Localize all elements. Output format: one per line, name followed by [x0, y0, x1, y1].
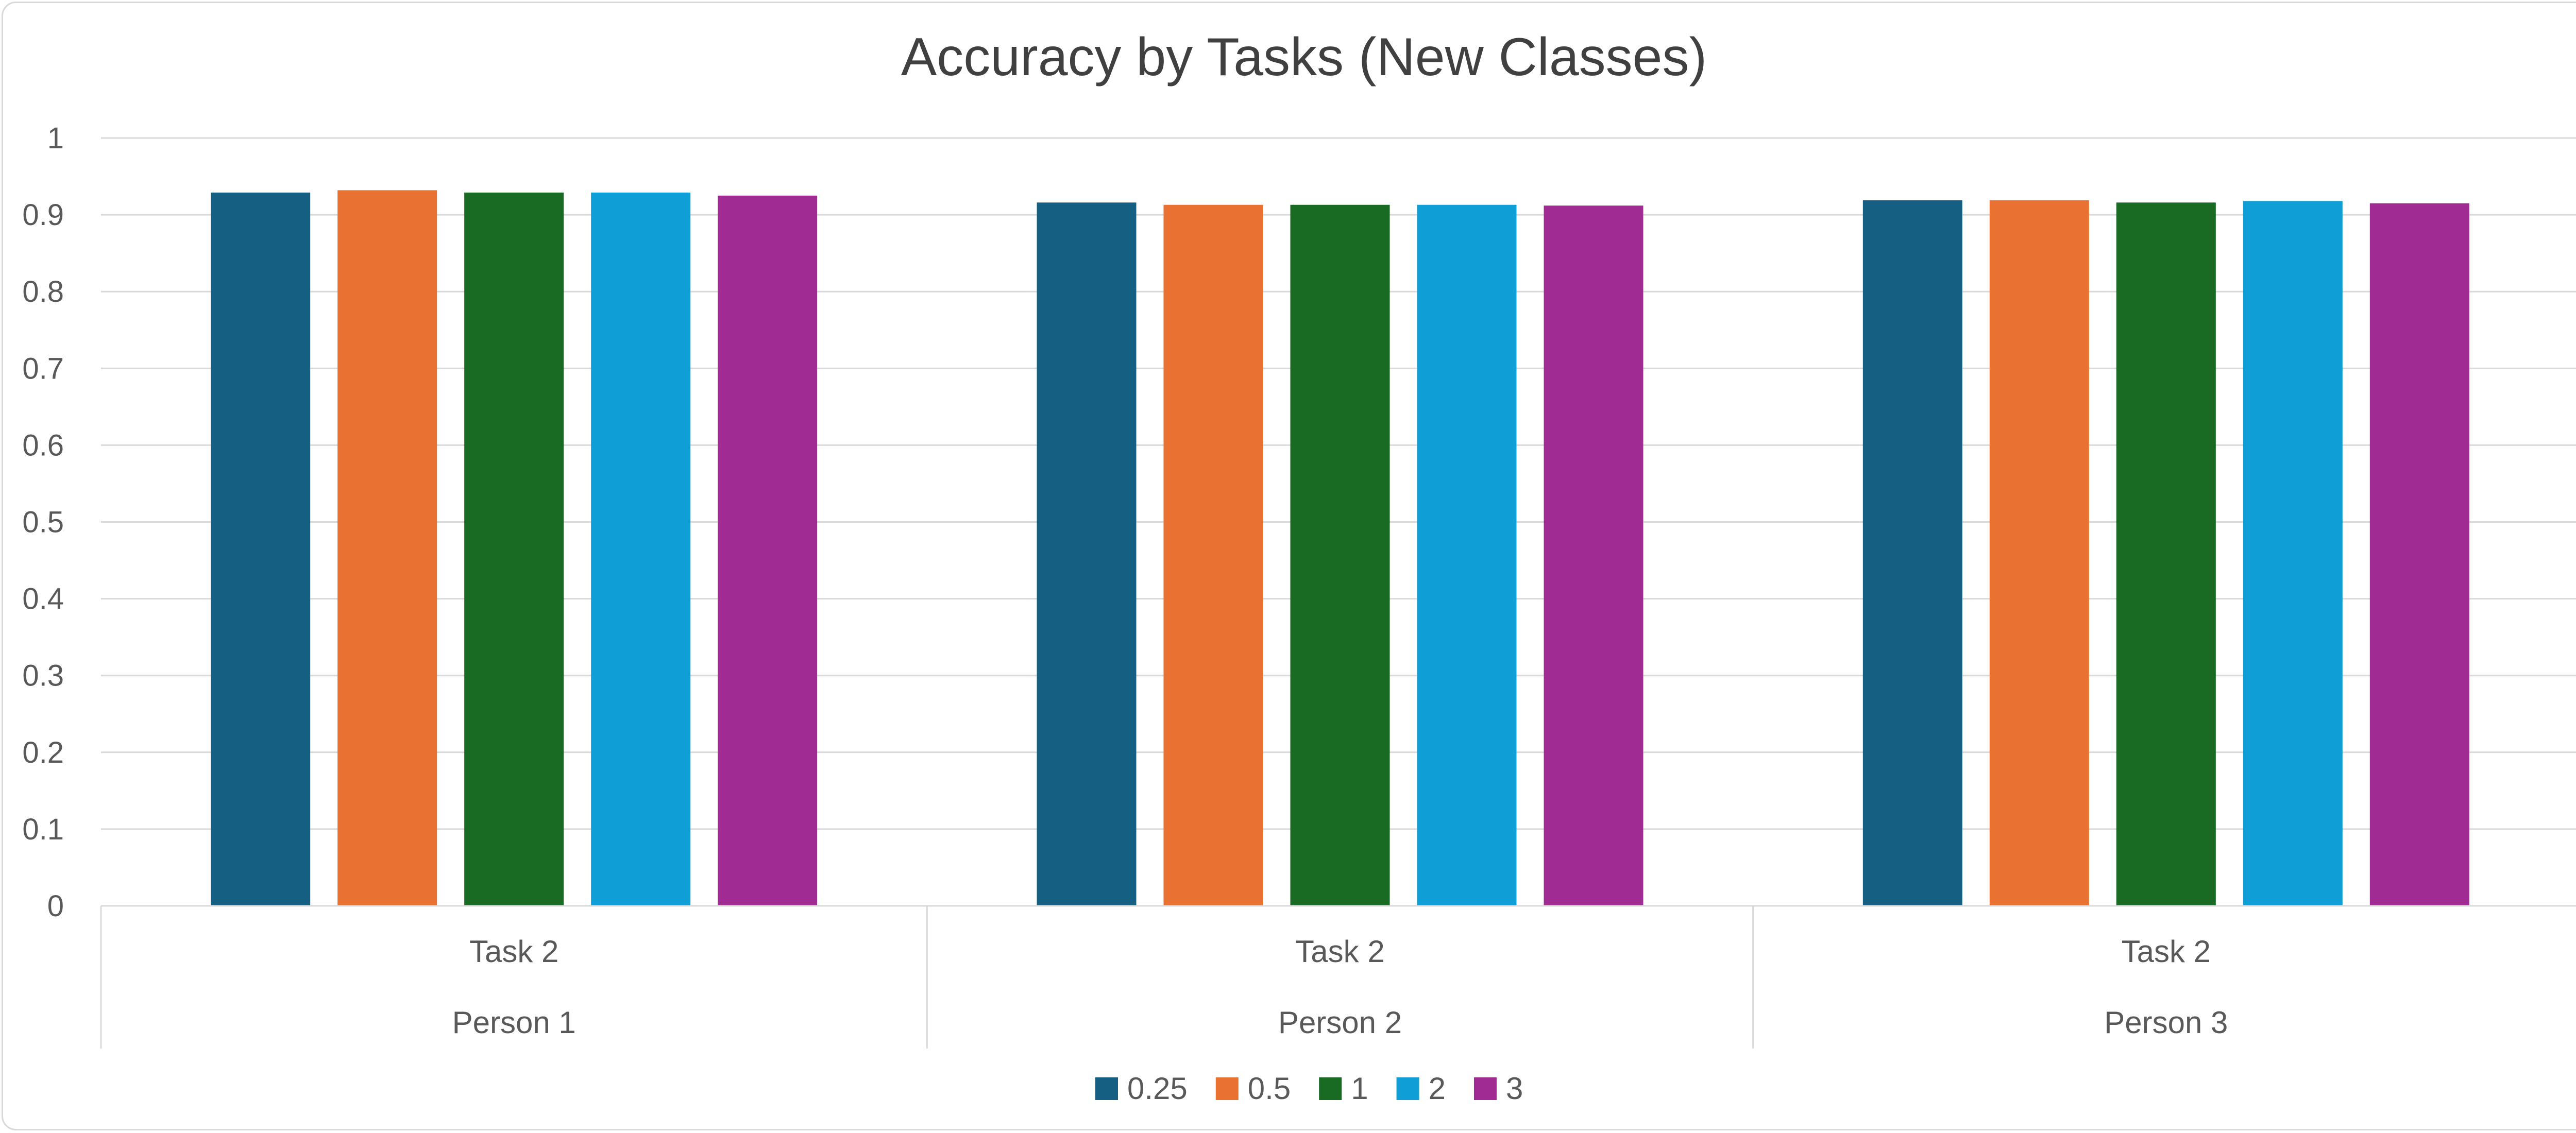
legend-swatch [1215, 1077, 1239, 1100]
legend-swatch [1396, 1077, 1419, 1100]
bar-2-3 [2243, 201, 2343, 906]
x-tick-label-person: Person 1 [452, 1005, 576, 1040]
y-tick-label: 0.7 [22, 352, 64, 385]
legend-item-0-5: 0.5 [1215, 1071, 1291, 1106]
x-tick-label-task: Task 2 [2122, 934, 2211, 969]
y-tick-label: 0.2 [22, 736, 64, 769]
legend-label: 0.5 [1248, 1071, 1291, 1106]
bar-1-3 [2116, 202, 2216, 906]
x-tick-label-task: Task 2 [469, 934, 558, 969]
legend-item-2: 2 [1396, 1071, 1446, 1106]
bar-0-25-2 [1037, 202, 1137, 906]
bar-0-25-1 [211, 192, 311, 906]
chart-canvas: Accuracy by Tasks (New Classes) 00.10.20… [22, 27, 2576, 1106]
bar-0-5-3 [1989, 200, 2089, 906]
x-tick-label-person: Person 3 [2104, 1005, 2228, 1040]
y-tick-label: 0 [47, 889, 64, 923]
y-tick-label: 0.5 [22, 506, 64, 539]
legend-label: 3 [1506, 1071, 1523, 1106]
bar-2-1 [591, 192, 691, 906]
legend-item-0-25: 0.25 [1095, 1071, 1188, 1106]
bar-0-25-3 [1862, 200, 1962, 906]
y-tick-label: 0.6 [22, 428, 64, 462]
bar-0-5-2 [1163, 204, 1263, 906]
bar-2-2 [1417, 204, 1517, 906]
y-axis-tick-labels: 0 0.1 0.2 0.3 0.4 0.5 0.6 0.7 0.8 0.9 1 [22, 122, 64, 923]
bars [211, 190, 2469, 906]
legend-swatch [1319, 1077, 1342, 1100]
x-tick-label-task: Task 2 [1295, 934, 1384, 969]
legend-item-1: 1 [1319, 1071, 1368, 1106]
y-tick-label: 0.3 [22, 659, 64, 693]
legend-label: 2 [1429, 1071, 1446, 1106]
legend-swatch [1095, 1077, 1118, 1100]
legend-swatch [1473, 1077, 1497, 1100]
bar-0-5-1 [337, 190, 437, 906]
y-tick-label: 0.8 [22, 275, 64, 308]
legend-label: 0.25 [1127, 1071, 1188, 1106]
x-tick-label-person: Person 2 [1278, 1005, 1402, 1040]
bar-1-2 [1290, 204, 1390, 906]
y-tick-label: 0.1 [22, 813, 64, 846]
x-axis: Task 2 Person 1 Task 2 Person 2 Task 2 Person… [100, 905, 2576, 1049]
y-tick-label: 0.9 [22, 198, 64, 232]
legend-label: 1 [1351, 1071, 1368, 1106]
y-tick-label: 1 [47, 122, 64, 155]
legend-item-3: 3 [1473, 1071, 1523, 1106]
y-tick-label: 0.4 [22, 582, 64, 616]
chart-title: Accuracy by Tasks (New Classes) [901, 27, 1707, 87]
bar-3-2 [1544, 205, 1643, 906]
bar-3-3 [2369, 203, 2469, 906]
bar-1-1 [464, 192, 564, 906]
legend: 0.25 0.5 1 2 3 [1095, 1071, 1523, 1106]
bar-3-1 [718, 195, 818, 906]
